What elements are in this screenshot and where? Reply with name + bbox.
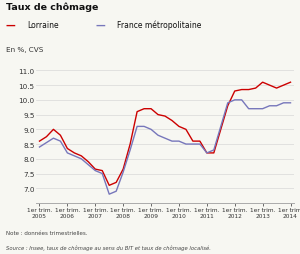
- Text: Source : Insee, taux de chômage au sens du BIT et taux de chômage localisé.: Source : Insee, taux de chômage au sens …: [6, 245, 211, 250]
- Text: Note : données trimestrielles.: Note : données trimestrielles.: [6, 230, 88, 235]
- Text: —: —: [96, 20, 106, 30]
- Text: —: —: [6, 20, 16, 30]
- Text: Lorraine: Lorraine: [27, 21, 58, 30]
- Text: Taux de chômage: Taux de chômage: [6, 3, 98, 12]
- Text: France métropolitaine: France métropolitaine: [117, 21, 201, 30]
- Text: En %, CVS: En %, CVS: [6, 47, 43, 53]
